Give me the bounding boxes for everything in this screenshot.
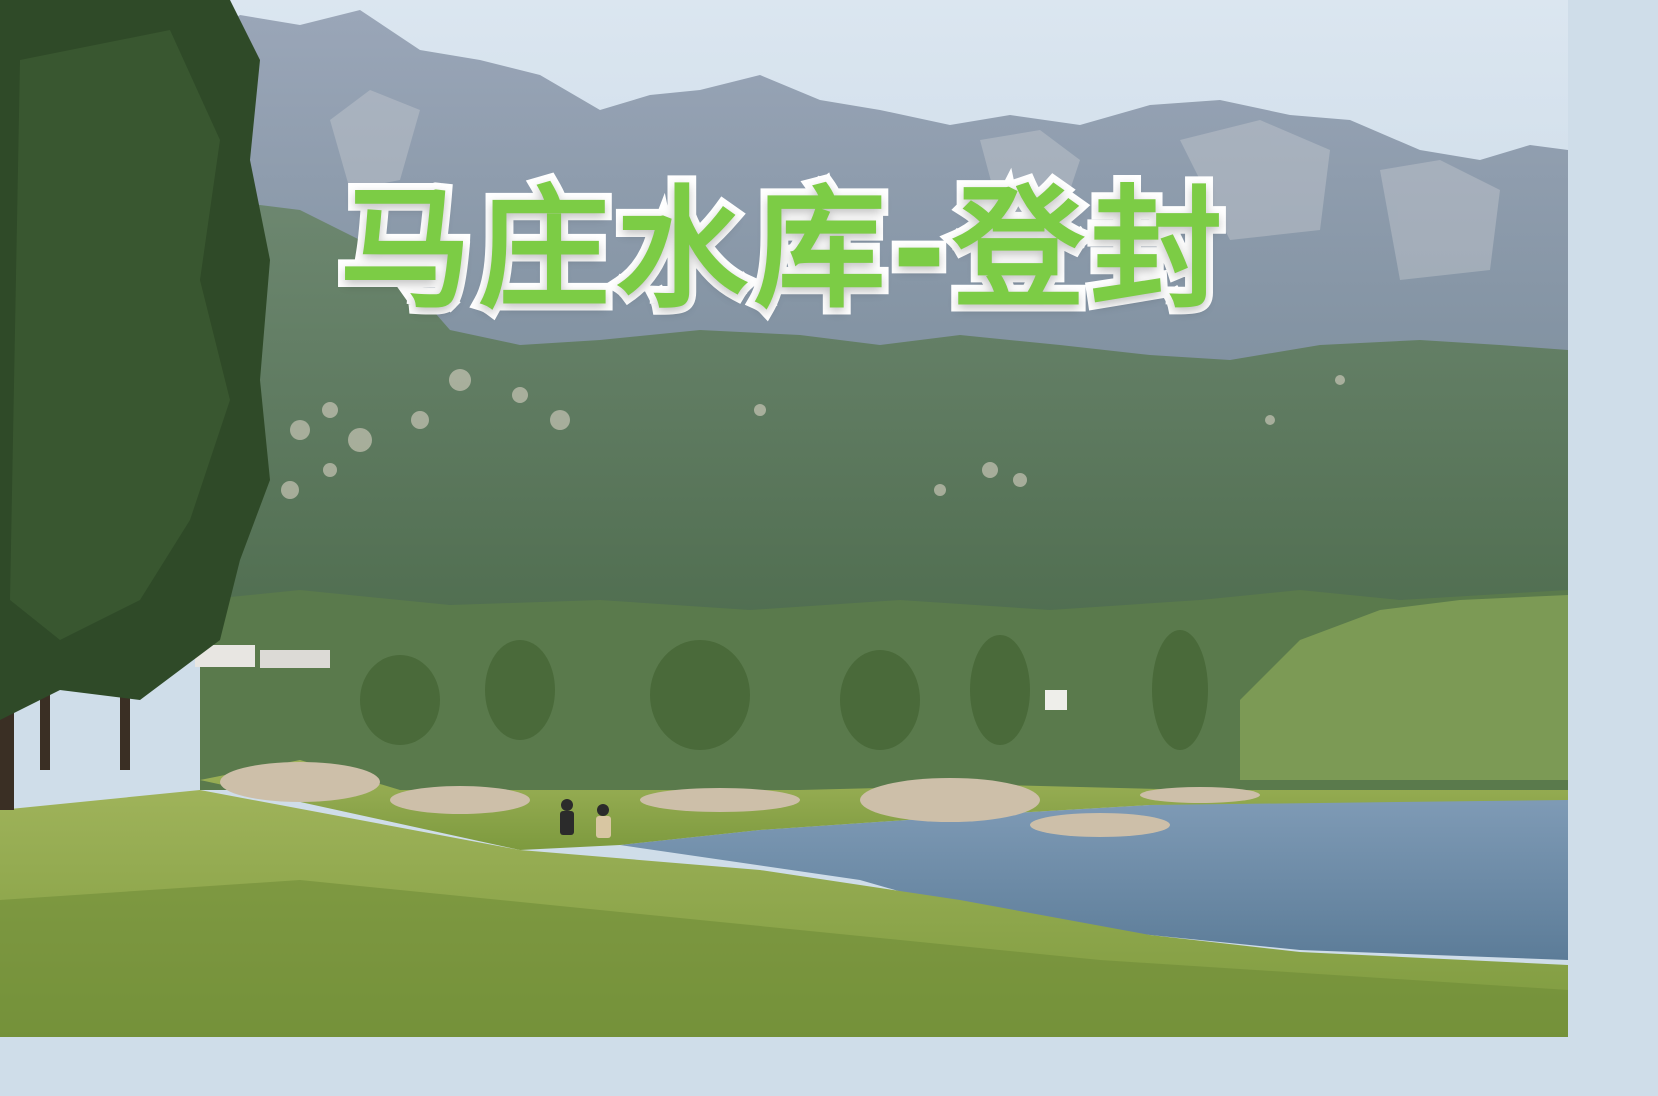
people-on-shore <box>560 799 611 838</box>
location-title: 马庄水库-登封 <box>333 170 1230 329</box>
title-overlay: 马庄水库-登封 <box>0 170 1568 329</box>
mid-hills <box>200 200 1568 640</box>
photo-scene: 马庄水库-登封 <box>0 0 1568 1037</box>
far-mountain-range <box>200 10 1568 420</box>
landscape-photo <box>0 0 1568 1037</box>
reservoir-water <box>620 798 1568 960</box>
rock-cliffs <box>330 90 1500 280</box>
foreground-grass-dark <box>0 880 1568 1037</box>
right-hill <box>1240 595 1568 780</box>
hillside-boulders <box>281 369 1345 499</box>
shore-boulders <box>220 762 1260 837</box>
tall-tree <box>0 0 270 810</box>
